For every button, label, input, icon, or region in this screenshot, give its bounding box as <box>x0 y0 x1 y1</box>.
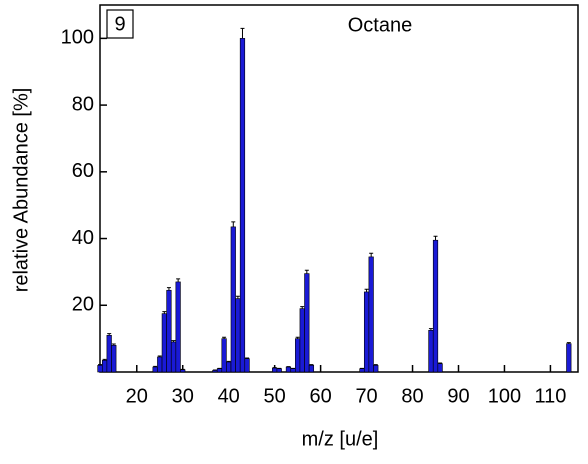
bar <box>433 240 438 372</box>
x-tick-label: 30 <box>172 385 194 407</box>
plot-frame <box>100 5 578 372</box>
error-bar <box>162 312 166 314</box>
x-tick-label: 40 <box>218 385 240 407</box>
x-tick-label: 60 <box>309 385 331 407</box>
error-bar <box>240 28 244 38</box>
x-axis-label: m/z [u/e] <box>302 428 379 450</box>
bar <box>369 257 374 372</box>
panel-label: 9 <box>114 13 125 35</box>
error-bar <box>434 236 438 240</box>
x-tick-label: 70 <box>355 385 377 407</box>
error-bar <box>365 289 369 292</box>
x-tick-label: 20 <box>126 385 148 407</box>
x-tick-label: 50 <box>264 385 286 407</box>
y-tick-label: 100 <box>61 27 94 49</box>
bar <box>171 342 176 372</box>
bar <box>102 360 107 372</box>
x-tick-label: 100 <box>488 385 521 407</box>
bar <box>373 365 378 372</box>
bar <box>286 367 291 372</box>
bar <box>272 368 277 372</box>
bar <box>364 292 369 372</box>
bar <box>98 365 103 372</box>
x-tick-label: 90 <box>447 385 469 407</box>
bar <box>226 362 231 372</box>
y-tick-label: 40 <box>72 227 94 249</box>
bar <box>291 369 296 372</box>
y-tick-label: 20 <box>72 294 94 316</box>
chart-title: Octane <box>348 14 412 36</box>
bar <box>213 370 218 372</box>
bar <box>438 364 443 372</box>
error-bar <box>236 296 240 298</box>
bar <box>111 345 116 372</box>
bar <box>240 38 245 372</box>
x-tick-label: 80 <box>401 385 423 407</box>
bar <box>567 344 572 372</box>
error-bar <box>231 222 235 227</box>
bar <box>217 369 222 372</box>
bar <box>429 330 434 372</box>
bar <box>300 309 305 372</box>
bar <box>162 314 167 372</box>
bar <box>222 339 227 372</box>
bar <box>157 357 162 372</box>
bar <box>231 227 236 372</box>
bar <box>236 299 241 372</box>
y-axis-label: relative Abundance [%] <box>10 88 32 293</box>
bar <box>153 367 158 372</box>
bar <box>107 335 112 372</box>
x-tick-label: 110 <box>534 385 566 407</box>
bar <box>360 369 365 372</box>
bar <box>277 369 282 372</box>
error-bar <box>369 253 373 257</box>
bar <box>180 370 185 372</box>
y-tick-label: 80 <box>72 93 94 115</box>
error-bar <box>305 270 309 273</box>
bar <box>305 274 310 372</box>
bar <box>167 290 172 372</box>
bar <box>245 359 250 372</box>
bar <box>309 365 314 372</box>
error-bar <box>167 288 171 291</box>
error-bar <box>176 279 180 282</box>
error-bar <box>300 307 304 309</box>
y-tick-label: 60 <box>72 160 94 182</box>
bar <box>295 339 300 372</box>
bar <box>176 282 181 372</box>
